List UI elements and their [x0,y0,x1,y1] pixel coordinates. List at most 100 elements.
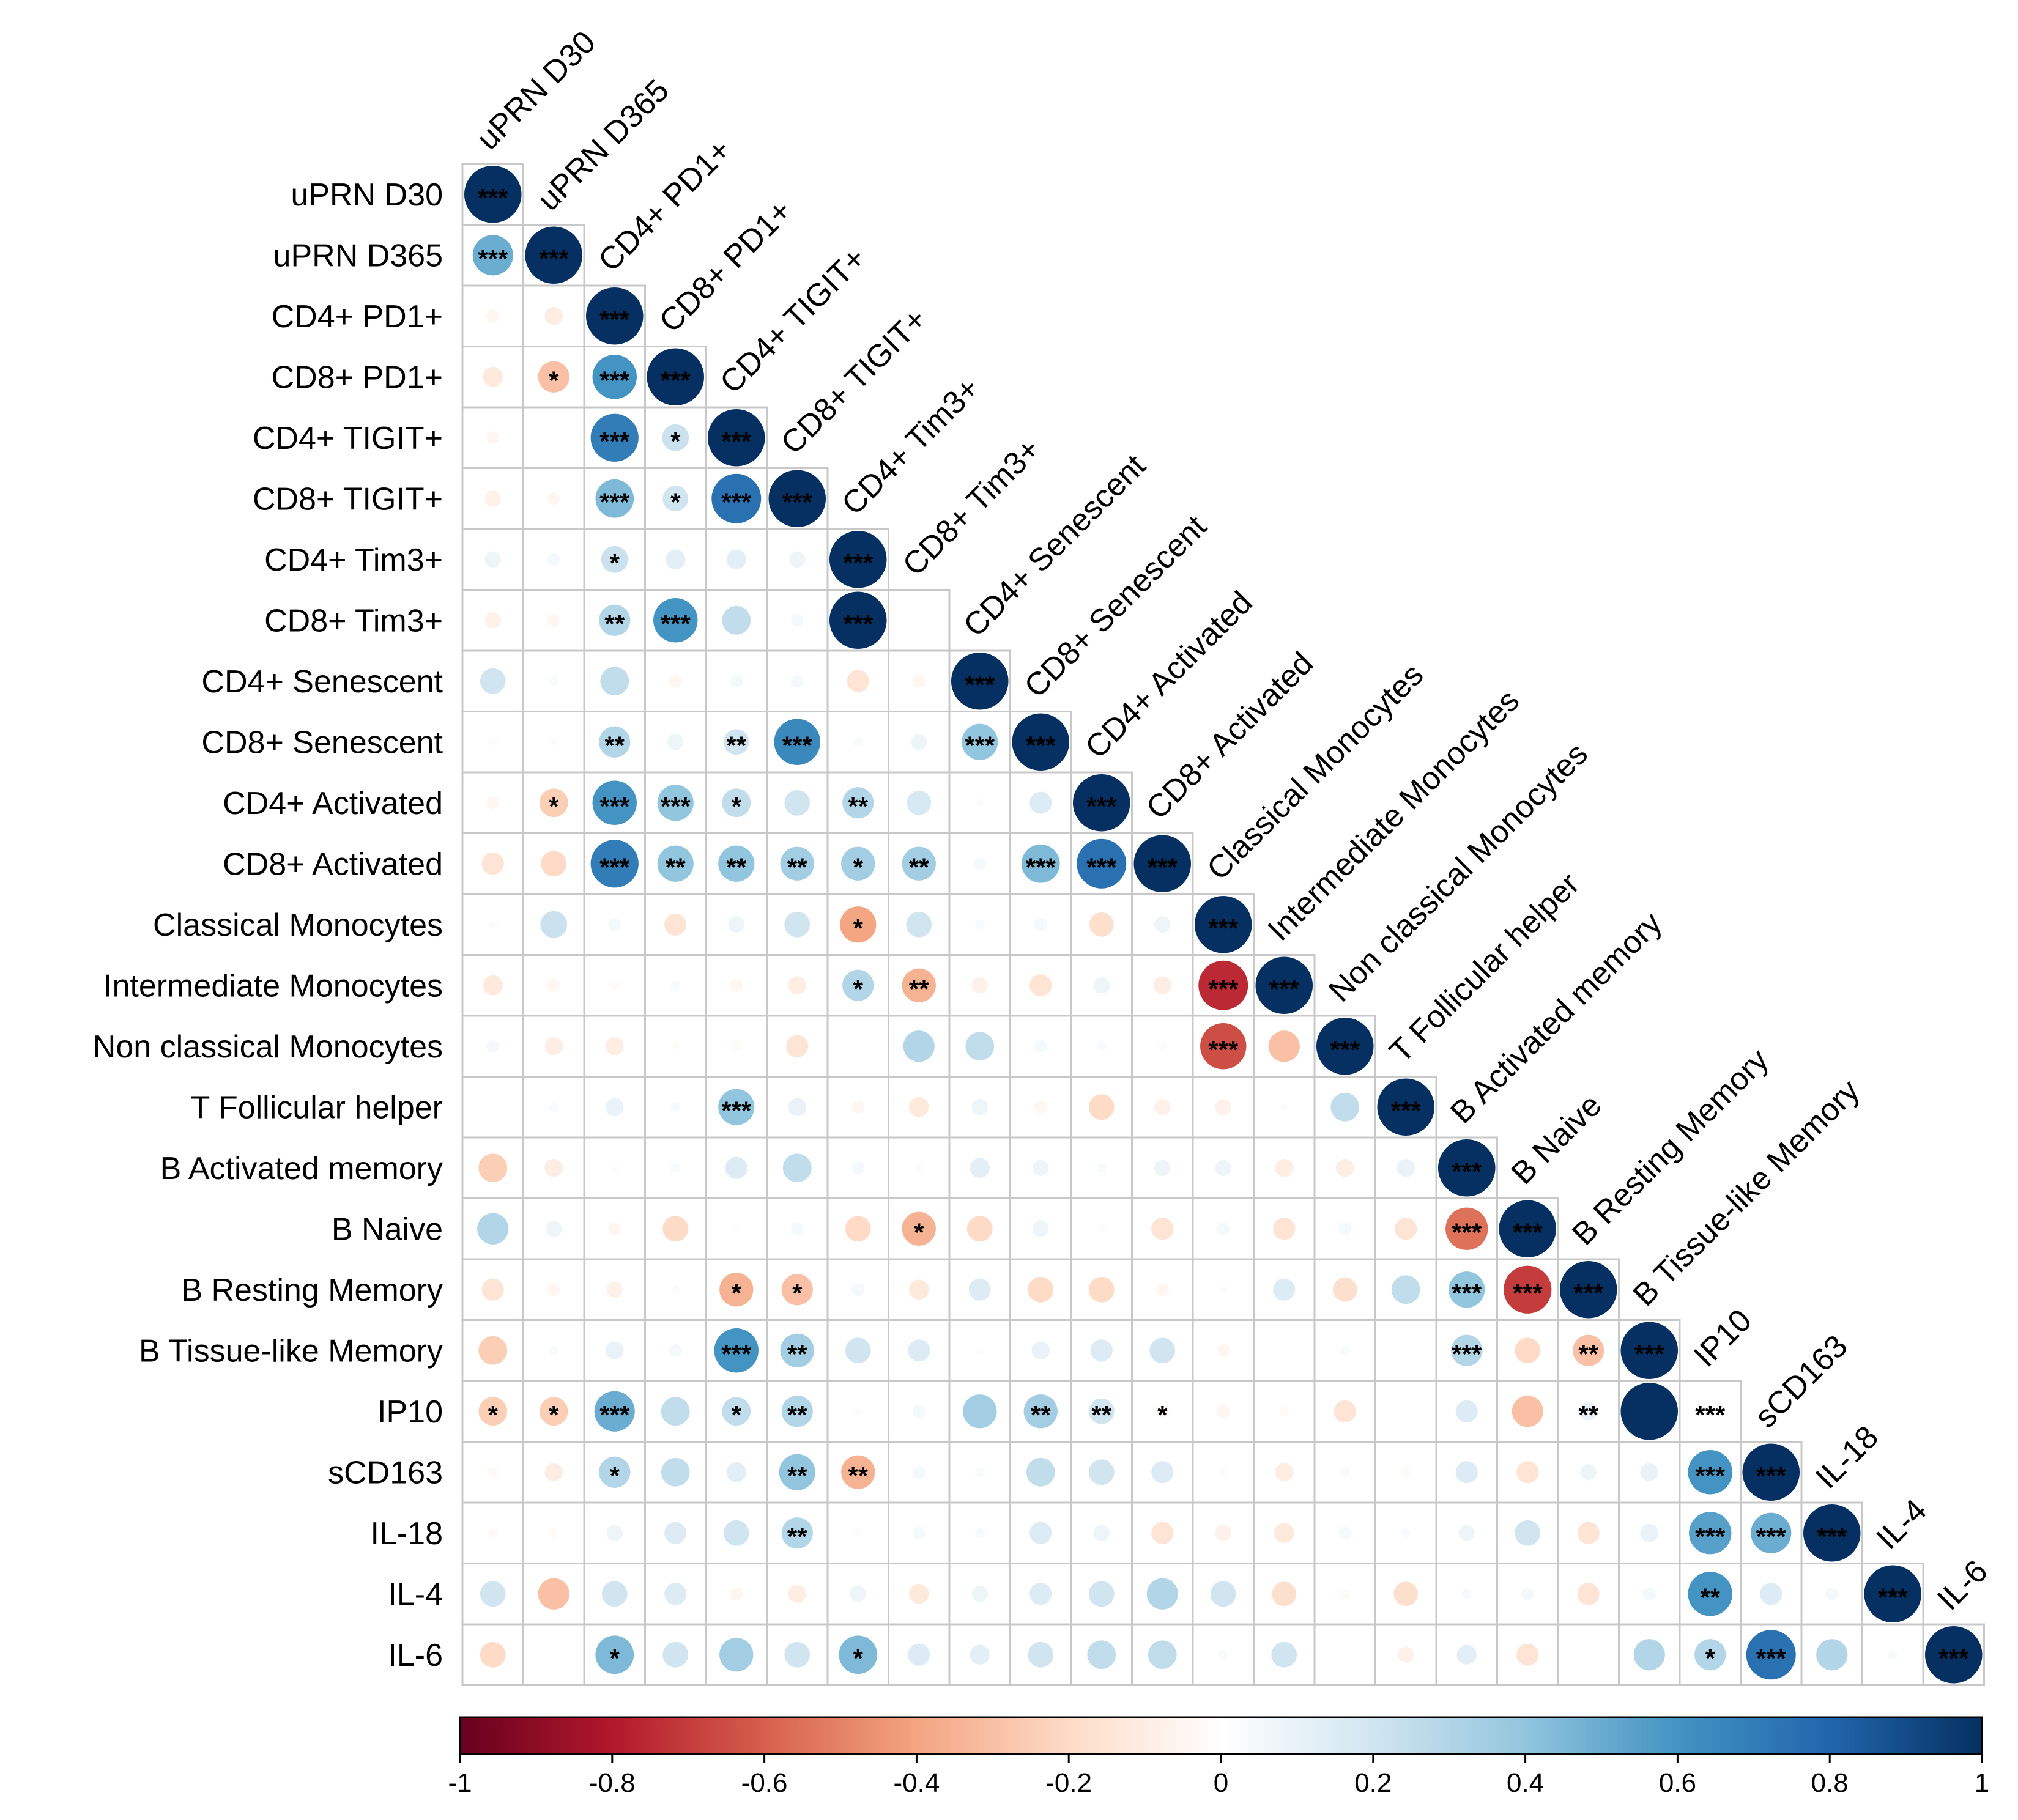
correlation-circle [605,1037,624,1056]
column-label: IP10 [1687,1303,1759,1374]
correlation-circle [525,226,583,284]
correlation-circle [662,424,689,451]
correlation-circle [662,486,689,512]
row-label: CD4+ Tim3+ [264,542,443,578]
correlation-circle [1023,1394,1058,1429]
correlation-circle [1158,1042,1167,1051]
correlation-circle [1034,1040,1047,1053]
significance-marker: *** [1026,731,1056,760]
grid-cell [1557,1623,1620,1686]
correlation-circle [486,309,500,323]
significance-marker: *** [1938,1644,1969,1673]
correlation-circle [1340,1345,1350,1356]
correlation-circle [480,668,506,694]
correlation-circle [1515,1520,1541,1546]
correlation-circle [488,1528,498,1538]
correlation-circle [1033,1221,1049,1237]
correlation-circle [963,1394,997,1429]
grid-cell [1253,1319,1316,1382]
correlation-circle [1689,1512,1732,1555]
correlation-circle [1620,1322,1679,1380]
correlation-circle [841,1455,875,1489]
correlation-circle [1156,1405,1169,1418]
significance-marker: *** [721,487,752,516]
correlation-circle [829,591,887,649]
row-label: CD8+ Activated [223,846,443,882]
correlation-circle [790,613,804,627]
correlation-circle [970,1644,990,1665]
correlation-circle [1028,1641,1054,1668]
significance-marker: ** [1578,1339,1598,1368]
correlation-circle [464,165,522,223]
significance-marker: *** [1086,853,1117,881]
correlation-circle [546,1221,562,1237]
correlation-circle [1153,976,1172,995]
significance-marker: *** [1452,1279,1482,1308]
correlation-circle [1579,1402,1598,1421]
significance-marker: *** [478,183,508,212]
significance-marker: *** [599,366,630,394]
correlation-circle [768,470,826,528]
correlation-circle [1573,1334,1604,1366]
correlation-circle [1391,1275,1420,1304]
correlation-circle [726,549,746,569]
correlation-circle [718,1089,755,1125]
correlation-circle [1093,1525,1110,1541]
significance-marker: *** [1513,1218,1543,1246]
correlation-circle [1803,1504,1861,1562]
colorbar-tick-label: -0.2 [1045,1768,1092,1798]
significance-marker: ** [604,731,625,760]
correlation-circle [908,1339,930,1362]
correlation-circle [1864,1565,1922,1623]
correlation-circle [483,975,503,996]
correlation-circle [726,1462,746,1482]
significance-marker: ** [909,853,929,881]
correlation-circle [719,1273,754,1307]
correlation-circle [1093,977,1110,994]
significance-marker: * [853,853,864,881]
correlation-circle [1516,1461,1539,1484]
correlation-circle [1332,1277,1357,1302]
significance-marker: ** [787,1461,807,1490]
correlation-circle [547,613,560,627]
correlation-circle [1395,1218,1417,1240]
correlation-circle [1088,1581,1115,1607]
correlation-circle [483,367,503,387]
correlation-circle [973,857,987,870]
significance-marker: * [549,792,559,821]
correlation-circle [1746,1630,1796,1680]
correlation-circle [544,1463,563,1482]
significance-marker: * [732,1400,742,1429]
significance-marker: *** [1452,1218,1482,1246]
correlation-circle [601,546,628,573]
correlation-circle [707,409,765,467]
significance-marker: *** [1208,1035,1239,1064]
correlation-circle [784,790,811,816]
significance-marker: *** [1817,1522,1847,1551]
correlation-circle [1694,1639,1726,1671]
correlation-circle [1456,1644,1477,1665]
correlation-circle [606,1281,623,1298]
row-label: CD4+ TIGIT+ [253,421,443,456]
correlation-circle [1393,1581,1419,1607]
correlation-circle [1642,1587,1656,1600]
correlation-circle [851,1283,865,1297]
correlation-circle [478,1336,508,1365]
correlation-circle [1335,1158,1354,1177]
correlation-circle [549,738,558,746]
correlation-circle [1151,1522,1174,1544]
significance-marker: ** [909,974,929,1003]
correlation-circle [1154,1160,1171,1176]
significance-marker: ** [1031,1400,1051,1429]
row-label: B Naive [332,1211,443,1247]
correlation-circle [722,788,751,818]
correlation-circle [1149,1337,1176,1364]
correlation-circle [1437,1139,1496,1197]
correlation-circle [670,1163,681,1173]
correlation-circle [711,473,762,523]
correlation-circle [478,1153,508,1183]
correlation-circle [1338,1222,1352,1235]
correlation-circle [1090,1339,1113,1362]
correlation-circle [608,918,621,931]
significance-marker: *** [1269,974,1300,1003]
